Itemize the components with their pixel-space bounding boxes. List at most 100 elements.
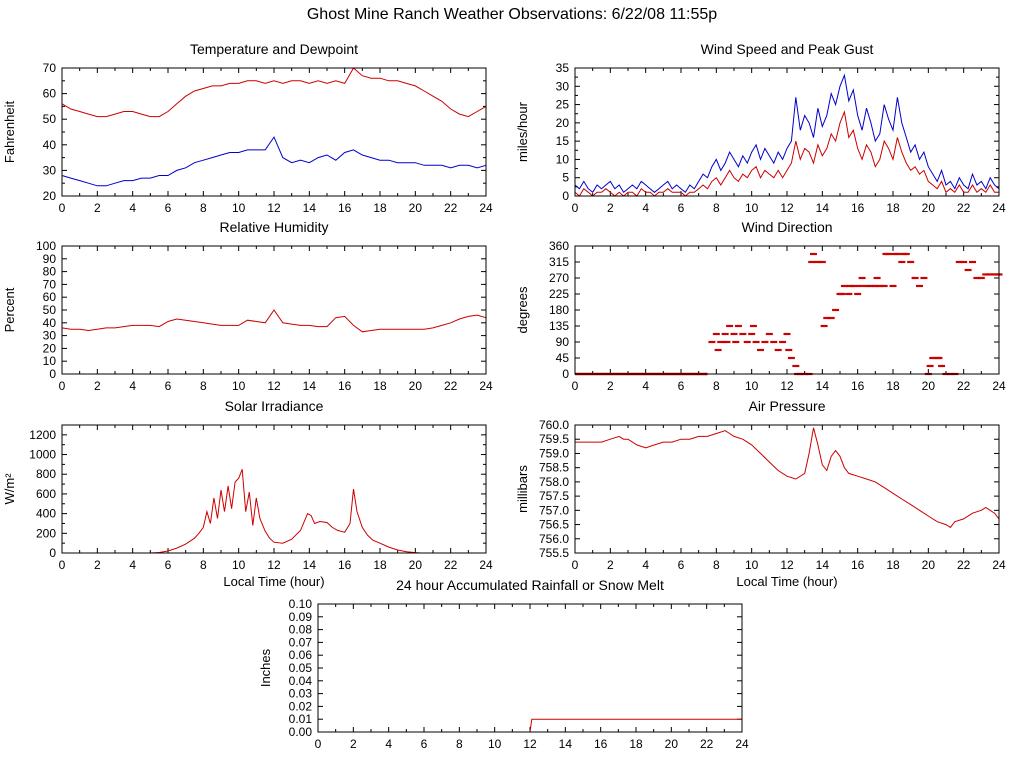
svg-text:16: 16 bbox=[338, 558, 352, 572]
svg-text:4: 4 bbox=[385, 737, 392, 751]
svg-text:24 hour Accumulated Rainfall o: 24 hour Accumulated Rainfall or Snow Mel… bbox=[396, 577, 664, 593]
svg-text:759.0: 759.0 bbox=[539, 446, 569, 460]
svg-text:16: 16 bbox=[851, 201, 865, 215]
svg-text:20: 20 bbox=[409, 558, 423, 572]
svg-text:60: 60 bbox=[43, 87, 57, 101]
svg-text:22: 22 bbox=[444, 201, 458, 215]
svg-text:10: 10 bbox=[43, 354, 57, 368]
svg-text:8: 8 bbox=[200, 379, 207, 393]
svg-text:8: 8 bbox=[200, 558, 207, 572]
svg-text:24: 24 bbox=[479, 201, 493, 215]
svg-text:14: 14 bbox=[559, 737, 573, 751]
svg-text:20: 20 bbox=[409, 201, 423, 215]
svg-text:12: 12 bbox=[267, 201, 281, 215]
svg-text:12: 12 bbox=[780, 379, 794, 393]
page-title: Ghost Mine Ranch Weather Observations: 6… bbox=[306, 6, 718, 23]
svg-text:6: 6 bbox=[165, 379, 172, 393]
svg-text:10: 10 bbox=[232, 379, 246, 393]
svg-text:0.06: 0.06 bbox=[289, 648, 313, 662]
svg-text:Wind Speed and Peak Gust: Wind Speed and Peak Gust bbox=[701, 41, 874, 57]
chart-solar-irradiance: Solar Irradiance 0 200 400 600 800 1000 1200 0 2 4… bbox=[0, 393, 500, 593]
svg-text:8: 8 bbox=[456, 737, 463, 751]
svg-text:360: 360 bbox=[549, 239, 569, 253]
svg-text:0.07: 0.07 bbox=[289, 635, 313, 649]
svg-text:12: 12 bbox=[267, 558, 281, 572]
svg-text:180: 180 bbox=[549, 303, 569, 317]
svg-text:45: 45 bbox=[556, 351, 570, 365]
rainfall-plot: 24 hour Accumulated Rainfall or Snow Mel… bbox=[258, 577, 749, 751]
svg-text:22: 22 bbox=[957, 201, 971, 215]
svg-text:24: 24 bbox=[479, 558, 493, 572]
svg-text:22: 22 bbox=[957, 558, 971, 572]
svg-text:0.10: 0.10 bbox=[289, 597, 313, 611]
svg-text:14: 14 bbox=[303, 379, 317, 393]
svg-text:14: 14 bbox=[303, 558, 317, 572]
svg-text:22: 22 bbox=[700, 737, 714, 751]
svg-text:25: 25 bbox=[556, 98, 570, 112]
svg-text:0.04: 0.04 bbox=[289, 674, 313, 688]
svg-text:4: 4 bbox=[129, 201, 136, 215]
svg-text:0: 0 bbox=[562, 189, 569, 203]
svg-text:135: 135 bbox=[549, 319, 569, 333]
svg-text:1000: 1000 bbox=[29, 448, 56, 462]
svg-text:0: 0 bbox=[572, 201, 579, 215]
svg-text:1200: 1200 bbox=[29, 428, 56, 442]
svg-text:0: 0 bbox=[562, 367, 569, 381]
svg-text:2: 2 bbox=[607, 201, 614, 215]
svg-text:10: 10 bbox=[232, 558, 246, 572]
svg-text:12: 12 bbox=[267, 379, 281, 393]
svg-text:20: 20 bbox=[556, 116, 570, 130]
svg-text:16: 16 bbox=[851, 379, 865, 393]
svg-text:100: 100 bbox=[36, 239, 56, 253]
svg-text:22: 22 bbox=[957, 379, 971, 393]
svg-text:18: 18 bbox=[373, 379, 387, 393]
svg-text:70: 70 bbox=[43, 61, 57, 75]
svg-text:20: 20 bbox=[665, 737, 679, 751]
svg-text:4: 4 bbox=[642, 379, 649, 393]
svg-text:4: 4 bbox=[129, 558, 136, 572]
svg-text:Inches: Inches bbox=[258, 648, 273, 687]
svg-text:4: 4 bbox=[642, 201, 649, 215]
svg-text:2: 2 bbox=[350, 737, 357, 751]
svg-text:60: 60 bbox=[43, 290, 57, 304]
svg-text:10: 10 bbox=[745, 201, 759, 215]
svg-text:0.05: 0.05 bbox=[289, 661, 313, 675]
svg-text:2: 2 bbox=[94, 379, 101, 393]
svg-text:Air Pressure: Air Pressure bbox=[748, 398, 825, 414]
svg-text:18: 18 bbox=[373, 201, 387, 215]
svg-text:225: 225 bbox=[549, 287, 569, 301]
svg-text:12: 12 bbox=[780, 201, 794, 215]
svg-text:22: 22 bbox=[444, 379, 458, 393]
svg-text:70: 70 bbox=[43, 277, 57, 291]
svg-text:14: 14 bbox=[303, 201, 317, 215]
svg-text:12: 12 bbox=[523, 737, 537, 751]
svg-text:24: 24 bbox=[992, 201, 1006, 215]
svg-text:2: 2 bbox=[94, 558, 101, 572]
svg-text:8: 8 bbox=[713, 379, 720, 393]
chart-relative-humidity: Relative Humidity 0 10 20 30 40 50 60 70 80 90 100 0… bbox=[0, 214, 500, 400]
svg-text:10: 10 bbox=[745, 379, 759, 393]
svg-text:Temperature and Dewpoint: Temperature and Dewpoint bbox=[190, 41, 358, 57]
svg-text:16: 16 bbox=[338, 379, 352, 393]
svg-text:5: 5 bbox=[562, 171, 569, 185]
svg-text:18: 18 bbox=[373, 558, 387, 572]
svg-text:14: 14 bbox=[816, 201, 830, 215]
svg-text:10: 10 bbox=[556, 152, 570, 166]
svg-text:200: 200 bbox=[36, 526, 56, 540]
chart-wind-speed-gust: Wind Speed and Peak Gust 0 5 10 15 20 25 30 35 0 2… bbox=[513, 36, 1013, 222]
svg-text:Local Time (hour): Local Time (hour) bbox=[223, 574, 324, 589]
svg-text:10: 10 bbox=[488, 737, 502, 751]
svg-text:0.00: 0.00 bbox=[289, 725, 313, 739]
svg-text:90: 90 bbox=[43, 252, 57, 266]
svg-text:0: 0 bbox=[59, 558, 66, 572]
svg-text:14: 14 bbox=[816, 379, 830, 393]
svg-text:20: 20 bbox=[922, 558, 936, 572]
svg-text:0.01: 0.01 bbox=[289, 712, 313, 726]
relative_humidity-plot: Relative Humidity01020304050607080901000… bbox=[2, 219, 493, 393]
svg-text:50: 50 bbox=[43, 303, 57, 317]
svg-text:50: 50 bbox=[43, 112, 57, 126]
svg-text:0: 0 bbox=[59, 379, 66, 393]
